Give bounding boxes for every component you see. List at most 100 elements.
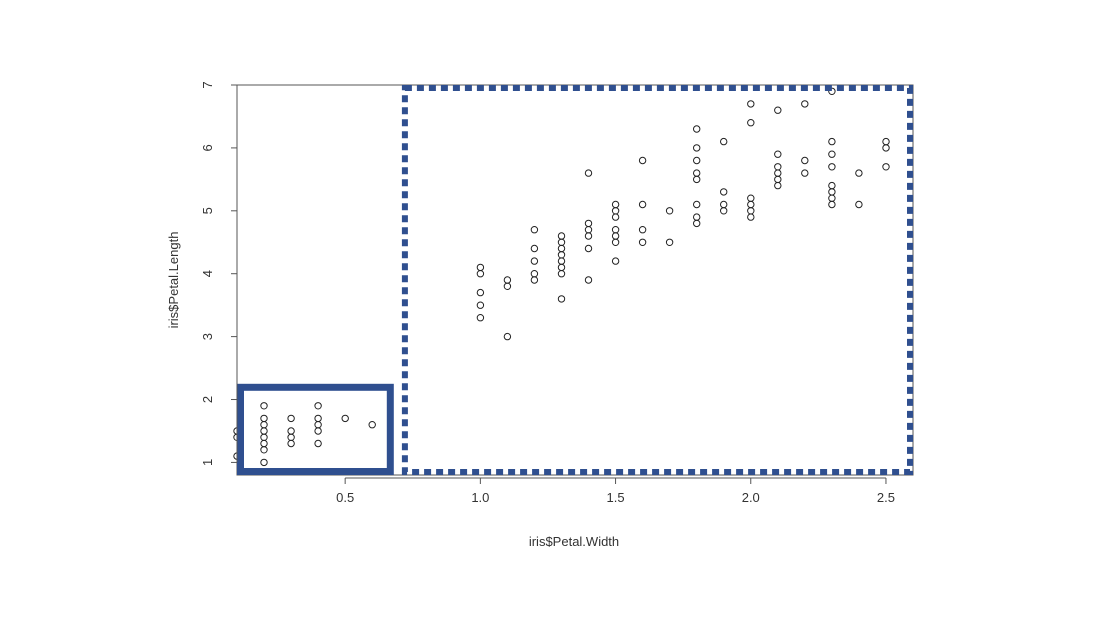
data-point <box>584 219 593 228</box>
data-point <box>530 276 539 284</box>
data-point <box>665 238 674 247</box>
data-point <box>260 427 268 435</box>
data-point <box>747 207 755 215</box>
data-point <box>260 446 268 454</box>
y-tick-label: 1 <box>200 459 215 466</box>
data-point <box>828 163 836 171</box>
data-point <box>260 421 268 429</box>
data-point <box>774 169 782 177</box>
highlight-box-solid <box>237 383 394 475</box>
y-tick-label: 5 <box>200 207 215 214</box>
data-point <box>260 414 268 423</box>
data-point <box>260 439 268 448</box>
data-point <box>503 282 512 290</box>
data-point <box>747 100 755 108</box>
data-point <box>882 163 890 171</box>
data-point <box>828 150 836 158</box>
data-point <box>287 427 295 435</box>
data-point <box>747 213 755 221</box>
data-point <box>720 200 728 209</box>
data-point <box>314 414 322 423</box>
data-point <box>828 181 836 190</box>
highlight-layer <box>237 85 913 475</box>
data-point <box>774 163 782 171</box>
data-point <box>611 232 620 240</box>
highlight-box-dashed <box>401 85 913 475</box>
data-point <box>882 144 890 152</box>
data-point <box>665 207 674 215</box>
data-point <box>693 156 701 165</box>
data-point <box>747 200 755 209</box>
y-axis: 1 2 3 4 5 6 7 <box>200 81 238 466</box>
data-point <box>801 100 809 108</box>
data-point <box>828 137 836 146</box>
data-point <box>693 175 701 184</box>
data-point <box>476 288 485 297</box>
data-point <box>530 270 539 278</box>
data-point <box>828 194 836 202</box>
points-layer <box>233 87 890 467</box>
data-point <box>693 213 701 221</box>
data-point <box>720 137 728 146</box>
data-point <box>584 244 593 253</box>
y-tick-label: 2 <box>200 396 215 403</box>
y-tick-label: 3 <box>200 333 215 340</box>
data-point <box>584 232 593 240</box>
data-point <box>530 226 539 234</box>
data-point <box>557 257 566 265</box>
data-point <box>747 119 755 127</box>
data-point <box>611 213 620 221</box>
data-point <box>828 200 836 209</box>
y-tick-label: 6 <box>200 144 215 151</box>
data-point <box>368 421 376 429</box>
data-point <box>260 402 268 410</box>
data-point <box>557 238 566 247</box>
data-point <box>720 188 728 196</box>
data-point <box>693 144 701 152</box>
data-point <box>774 150 782 158</box>
data-point <box>584 226 593 234</box>
data-point <box>476 270 485 278</box>
x-axis: 0.5 1.0 1.5 2.0 2.5 <box>336 477 895 505</box>
data-point <box>287 414 295 423</box>
data-point <box>693 200 701 209</box>
data-point <box>855 200 863 209</box>
data-point <box>693 219 701 228</box>
data-point <box>314 439 322 448</box>
data-point <box>557 263 566 272</box>
data-point <box>314 421 322 429</box>
data-point <box>503 276 512 284</box>
data-point <box>557 251 566 259</box>
data-point <box>611 257 620 265</box>
data-point <box>557 295 566 303</box>
x-tick-label: 2.5 <box>877 490 895 505</box>
data-point <box>584 169 593 177</box>
data-point <box>855 169 863 177</box>
data-point <box>801 156 809 165</box>
data-point <box>638 200 647 209</box>
y-tick-label: 4 <box>200 270 215 277</box>
data-point <box>747 194 755 202</box>
data-point <box>557 244 566 253</box>
data-point <box>828 188 836 196</box>
data-point <box>503 332 512 341</box>
data-point <box>314 427 322 435</box>
data-point <box>638 226 647 234</box>
data-point <box>774 175 782 184</box>
plot-area <box>236 84 914 476</box>
data-point <box>476 301 485 309</box>
y-axis-title: iris$Petal.Length <box>166 232 181 329</box>
x-tick-label: 2.0 <box>742 490 760 505</box>
data-point <box>801 169 809 177</box>
data-point <box>557 232 566 240</box>
data-point <box>260 458 268 467</box>
data-point <box>611 200 620 209</box>
x-tick-label: 1.0 <box>471 490 489 505</box>
data-point <box>774 106 782 114</box>
data-point <box>476 263 485 272</box>
data-point <box>557 270 566 278</box>
data-point <box>314 402 322 410</box>
data-point <box>530 244 539 253</box>
data-point <box>638 156 647 165</box>
data-point <box>287 433 295 441</box>
